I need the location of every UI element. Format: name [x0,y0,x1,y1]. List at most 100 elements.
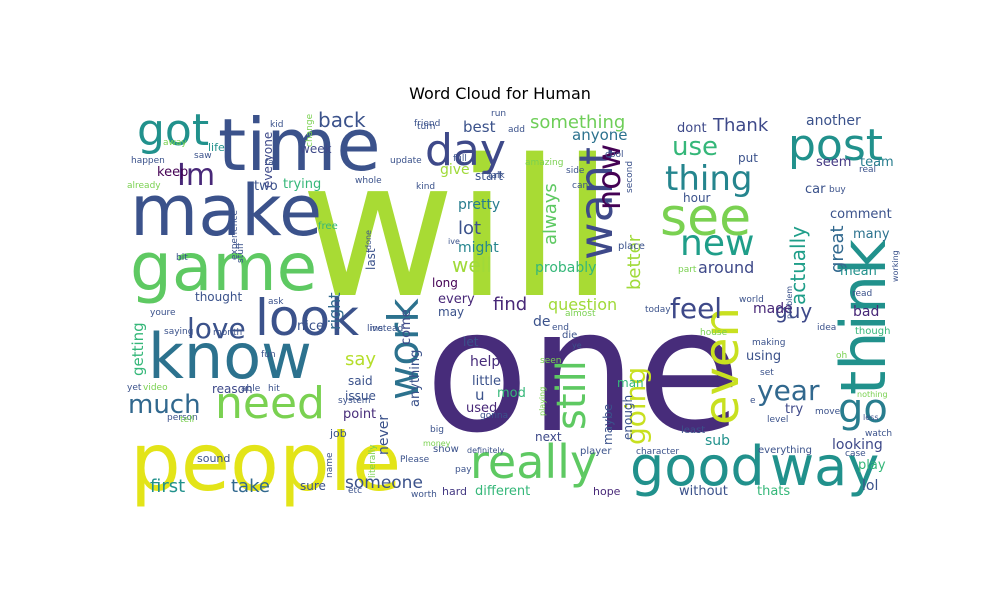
word-sub: sub [705,433,730,449]
word-much: much [128,390,201,420]
word-second: second [625,161,635,193]
word-getting: getting [129,322,147,376]
word-day: day [425,125,506,176]
word-turn: turn [417,122,435,132]
word-lol: lol [862,478,878,494]
word-say: say [345,349,376,370]
word-real: real [859,165,876,175]
word-issue: issue [345,389,376,403]
word-done: done [364,230,373,250]
word-tell: tell [180,415,194,425]
word-best: best [463,118,496,136]
word-friend: friend [414,119,440,129]
word-use: use [672,132,718,162]
word-start: start [475,169,503,183]
word-thought: thought [195,290,242,304]
word-really: really [470,435,597,489]
word-always: always [540,183,561,245]
word-will: will [300,119,614,340]
word-happen: happen [131,156,165,166]
word-dont: dont [677,121,707,136]
word-next: next [535,430,562,444]
word-yet: yet [127,383,142,393]
word-actually: actually [786,226,810,305]
word-probably: probably [535,260,596,276]
word-literally: literally [368,444,378,478]
word-name: name [325,452,335,478]
word-run: run [491,109,506,119]
word-might: might [458,240,499,256]
word-case: case [845,449,866,459]
word-pay: pay [455,465,472,475]
word-definitely: definitely [467,446,505,455]
word-long: long [432,276,458,290]
word-change: change [305,113,315,147]
word-people: people [130,416,401,509]
word-better: better [624,234,645,290]
word-guy: guy [775,299,812,323]
word-car: car [805,182,826,197]
word-got: got [137,105,209,156]
word-free: free [318,221,338,232]
word-already: already [127,181,161,191]
word-almost: almost [565,309,596,319]
word-last: last [364,248,378,270]
word-play: play [858,458,886,473]
word-need: need [215,378,325,429]
word-used: used [466,401,497,416]
word-update: update [390,156,422,166]
word-feel: feel [670,292,722,325]
word-stuff: stuff [236,242,246,263]
word-big: big [430,425,444,435]
word-full: full [453,154,467,164]
word-money: money [423,439,451,448]
word-every: every [438,292,475,307]
word-character: character [636,447,679,457]
word-month: month [213,328,242,338]
word-post: post [788,120,883,171]
word-player: player [580,446,612,457]
word-going: going [619,367,652,445]
word-time: time [218,103,381,187]
word-even: even [694,307,750,425]
word-bad: bad [853,304,879,320]
word-trying: trying [283,177,321,192]
word-year: year [757,374,820,407]
word-keep: keep [157,165,188,180]
word-one: one [425,273,741,471]
word-part: part [678,265,697,275]
word-least: least [681,425,705,436]
word-see: see [660,188,751,248]
word-way: way [770,435,879,498]
word-said: said [348,374,373,388]
word-ye: ye [572,341,582,350]
word-come: come [399,309,414,345]
word-team: team [860,155,894,170]
word-game: game [130,229,317,306]
word-around: around [698,258,754,277]
word-move: move [815,407,841,417]
word-anyone: anyone [572,126,628,144]
word-right: right [325,292,344,330]
word-talk: talk [488,171,506,181]
word-looking: looking [832,437,883,453]
word-cool: cool [605,150,623,160]
word-add: add [508,125,525,135]
word-good: good [630,435,765,498]
word-seen: seen [540,356,561,366]
word-help: help [470,354,500,370]
word-new: new [680,223,754,264]
word-read: read [852,289,872,299]
word-kid: kid [270,120,283,130]
word-watch: watch [865,429,892,439]
word-experience: experience [230,210,240,260]
word-make: make [130,170,322,252]
word-hour: hour [683,191,711,205]
word-using: using [746,349,781,364]
word-youre: youre [150,308,176,318]
word-well: well [452,253,492,277]
word-side: side [566,166,585,176]
word-let: let [463,335,479,349]
word-mod: mod [497,386,526,401]
